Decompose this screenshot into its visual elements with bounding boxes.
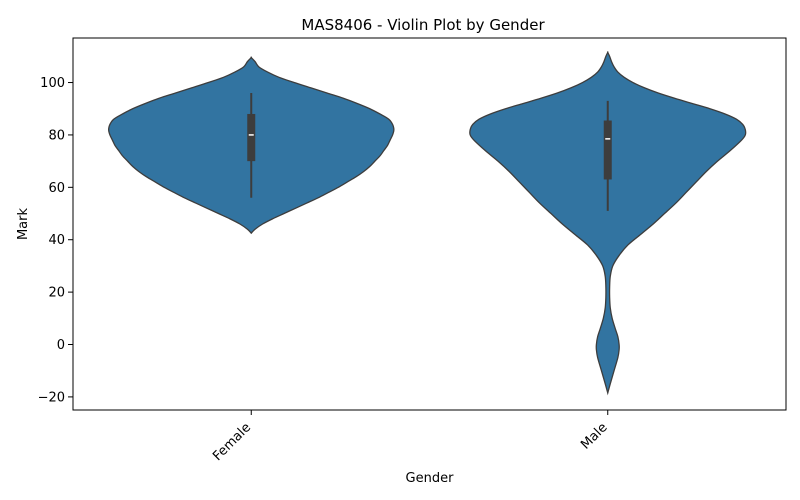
x-axis: Female Male	[210, 410, 611, 464]
x-tick-label: Female	[210, 420, 254, 464]
violin-iqr-box	[247, 113, 256, 162]
chart-title: MAS8406 - Violin Plot by Gender	[301, 16, 545, 34]
x-axis-label: Gender	[406, 471, 455, 486]
y-tick-label: 20	[48, 286, 65, 301]
violin-iqr-box	[603, 120, 612, 180]
y-tick-label: 80	[48, 128, 65, 143]
y-axis-label: Mark	[16, 208, 31, 241]
y-tick-label: −20	[38, 390, 65, 405]
y-axis: −20 0 20 40 60 80 100	[38, 76, 73, 405]
y-tick-label: 100	[40, 76, 65, 91]
y-tick-label: 0	[57, 338, 65, 353]
y-tick-label: 60	[48, 181, 65, 196]
plot-frame	[72, 37, 787, 411]
y-tick-label: 40	[48, 233, 65, 248]
violin-male	[469, 51, 747, 396]
violins-layer	[107, 51, 747, 396]
x-tick-label: Male	[578, 420, 610, 452]
